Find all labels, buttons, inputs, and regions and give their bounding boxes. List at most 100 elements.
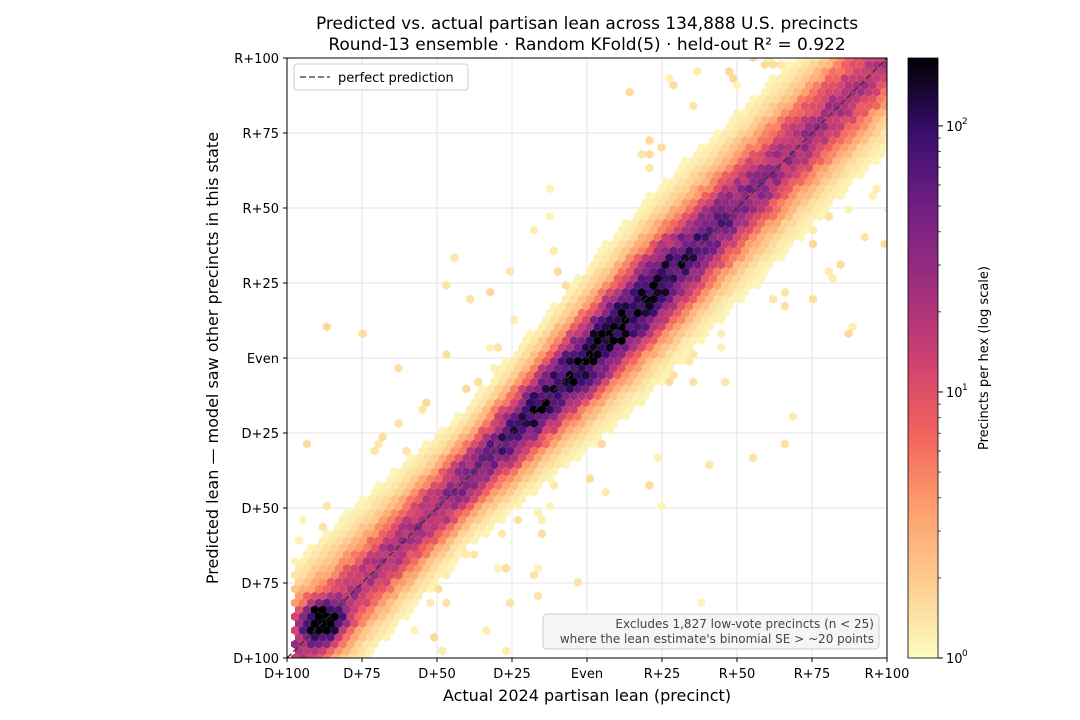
hex-cell-81 bbox=[338, 612, 347, 622]
hex-cell-1751 bbox=[769, 115, 777, 125]
hex-cell-940 bbox=[605, 342, 614, 353]
hex-cell-1400 bbox=[633, 211, 642, 221]
hex-cell-1338 bbox=[725, 232, 734, 242]
hex-cell-1595 bbox=[828, 163, 837, 173]
x-tick-label-4: Even bbox=[571, 667, 603, 682]
hex-cell-369 bbox=[466, 515, 475, 525]
hex-cell-571 bbox=[549, 453, 558, 463]
hex-cell-140 bbox=[414, 591, 423, 601]
hex-cell-602 bbox=[422, 439, 431, 449]
hex-cell-859 bbox=[522, 363, 530, 373]
hex-cell-310 bbox=[338, 529, 347, 539]
hex-cell-246 bbox=[310, 549, 319, 560]
hex-cell-1834 bbox=[808, 87, 817, 97]
hex-cell-373 bbox=[498, 515, 507, 525]
hex-cell-1115 bbox=[705, 294, 714, 304]
hex-cell-1674 bbox=[872, 142, 881, 152]
hex-cell-446 bbox=[394, 487, 403, 497]
hex-cell-1924 bbox=[844, 58, 853, 63]
hex-cell-1030 bbox=[573, 315, 582, 325]
hex-cell-660 bbox=[534, 425, 542, 435]
hex-cell-4 bbox=[322, 653, 331, 658]
hex-cell-201 bbox=[295, 563, 303, 573]
hex-cell-783 bbox=[478, 384, 487, 394]
hex-cell-257 bbox=[398, 549, 407, 560]
hex-cell-1381 bbox=[669, 218, 678, 228]
hex-cell-1007 bbox=[577, 322, 586, 332]
hex-cell-574 bbox=[573, 453, 582, 463]
hex-cell-1716 bbox=[832, 129, 841, 139]
hex-cell-103 bbox=[398, 605, 407, 615]
hex-cell-401 bbox=[370, 501, 379, 511]
hex-cell-1412 bbox=[729, 211, 738, 221]
hex-cell-1098 bbox=[569, 294, 578, 304]
hex-cell-1518 bbox=[785, 184, 793, 194]
hex-cell-284 bbox=[442, 543, 451, 553]
hex-cell-1299 bbox=[609, 239, 618, 249]
hex-cell-621 bbox=[573, 439, 582, 449]
hex-cell-942 bbox=[621, 342, 630, 353]
hex-cell-1204 bbox=[617, 267, 626, 277]
hex-cell-30 bbox=[354, 639, 363, 649]
hex-cell-719 bbox=[490, 405, 499, 415]
hex-cell-1335 bbox=[701, 232, 710, 242]
hex-cell-399 bbox=[354, 501, 363, 511]
hex-cell-982 bbox=[573, 329, 582, 339]
hex-cell-1188 bbox=[693, 273, 702, 284]
hex-cell-243 bbox=[442, 556, 451, 566]
hex-cell-1798 bbox=[816, 101, 825, 111]
hex-cell-552 bbox=[705, 460, 714, 470]
hex-cell-1852 bbox=[804, 80, 813, 90]
hex-cell-228 bbox=[322, 556, 331, 566]
hex-cell-18 bbox=[358, 646, 367, 656]
hex-cell-1389 bbox=[733, 218, 742, 228]
hex-cell-432 bbox=[438, 494, 447, 504]
hex-cell-1255 bbox=[641, 253, 650, 263]
hex-cell-346 bbox=[446, 522, 455, 532]
x-tick-label-6: R+50 bbox=[719, 667, 755, 682]
hex-cell-1166 bbox=[705, 280, 714, 290]
hex-cell-950 bbox=[685, 342, 694, 353]
hex-cell-798 bbox=[597, 384, 606, 394]
hex-cell-5 bbox=[330, 653, 339, 658]
hex-cell-308 bbox=[322, 529, 331, 539]
hex-cell-1496 bbox=[812, 191, 821, 201]
hex-cell-1245 bbox=[757, 260, 765, 270]
hex-cell-1500 bbox=[868, 191, 877, 201]
hex-cell-1075 bbox=[573, 301, 582, 311]
hex-cell-1722 bbox=[880, 129, 887, 139]
hex-cell-1568 bbox=[808, 170, 817, 180]
hex-cell-554 bbox=[414, 453, 423, 463]
hex-cell-1668 bbox=[824, 142, 833, 152]
hex-cell-1109 bbox=[657, 294, 666, 304]
hex-cell-179 bbox=[573, 577, 582, 587]
hex-cell-881 bbox=[526, 356, 534, 366]
hex-cell-635 bbox=[498, 432, 507, 442]
hex-cell-357 bbox=[370, 515, 379, 525]
hex-cell-1462 bbox=[729, 198, 738, 208]
hex-cell-245 bbox=[302, 549, 311, 560]
hex-cell-71 bbox=[374, 618, 383, 629]
hex-cell-100 bbox=[374, 605, 383, 615]
hex-cell-640 bbox=[538, 432, 546, 442]
hex-cell-1426 bbox=[645, 204, 654, 215]
hex-cell-903 bbox=[514, 349, 522, 359]
hex-cell-455 bbox=[466, 487, 475, 497]
hex-cell-1856 bbox=[836, 80, 845, 90]
hex-cell-1749 bbox=[753, 115, 762, 125]
hex-cell-604 bbox=[438, 439, 447, 449]
hex-cell-236 bbox=[386, 556, 395, 566]
hex-cell-138 bbox=[398, 591, 407, 601]
hex-cell-801 bbox=[621, 384, 630, 394]
hex-cell-1847 bbox=[765, 80, 773, 90]
hex-cell-276 bbox=[378, 543, 387, 553]
hex-cell-961 bbox=[593, 336, 602, 346]
hex-cell-1865 bbox=[729, 73, 738, 83]
hex-cell-539 bbox=[466, 460, 475, 470]
hex-cell-1085 bbox=[653, 301, 662, 311]
hex-cell-764 bbox=[506, 391, 515, 401]
hex-cell-1433 bbox=[701, 204, 710, 215]
hex-cell-363 bbox=[418, 515, 427, 525]
hex-cell-1851 bbox=[796, 80, 805, 90]
hex-cell-1360 bbox=[697, 225, 706, 235]
